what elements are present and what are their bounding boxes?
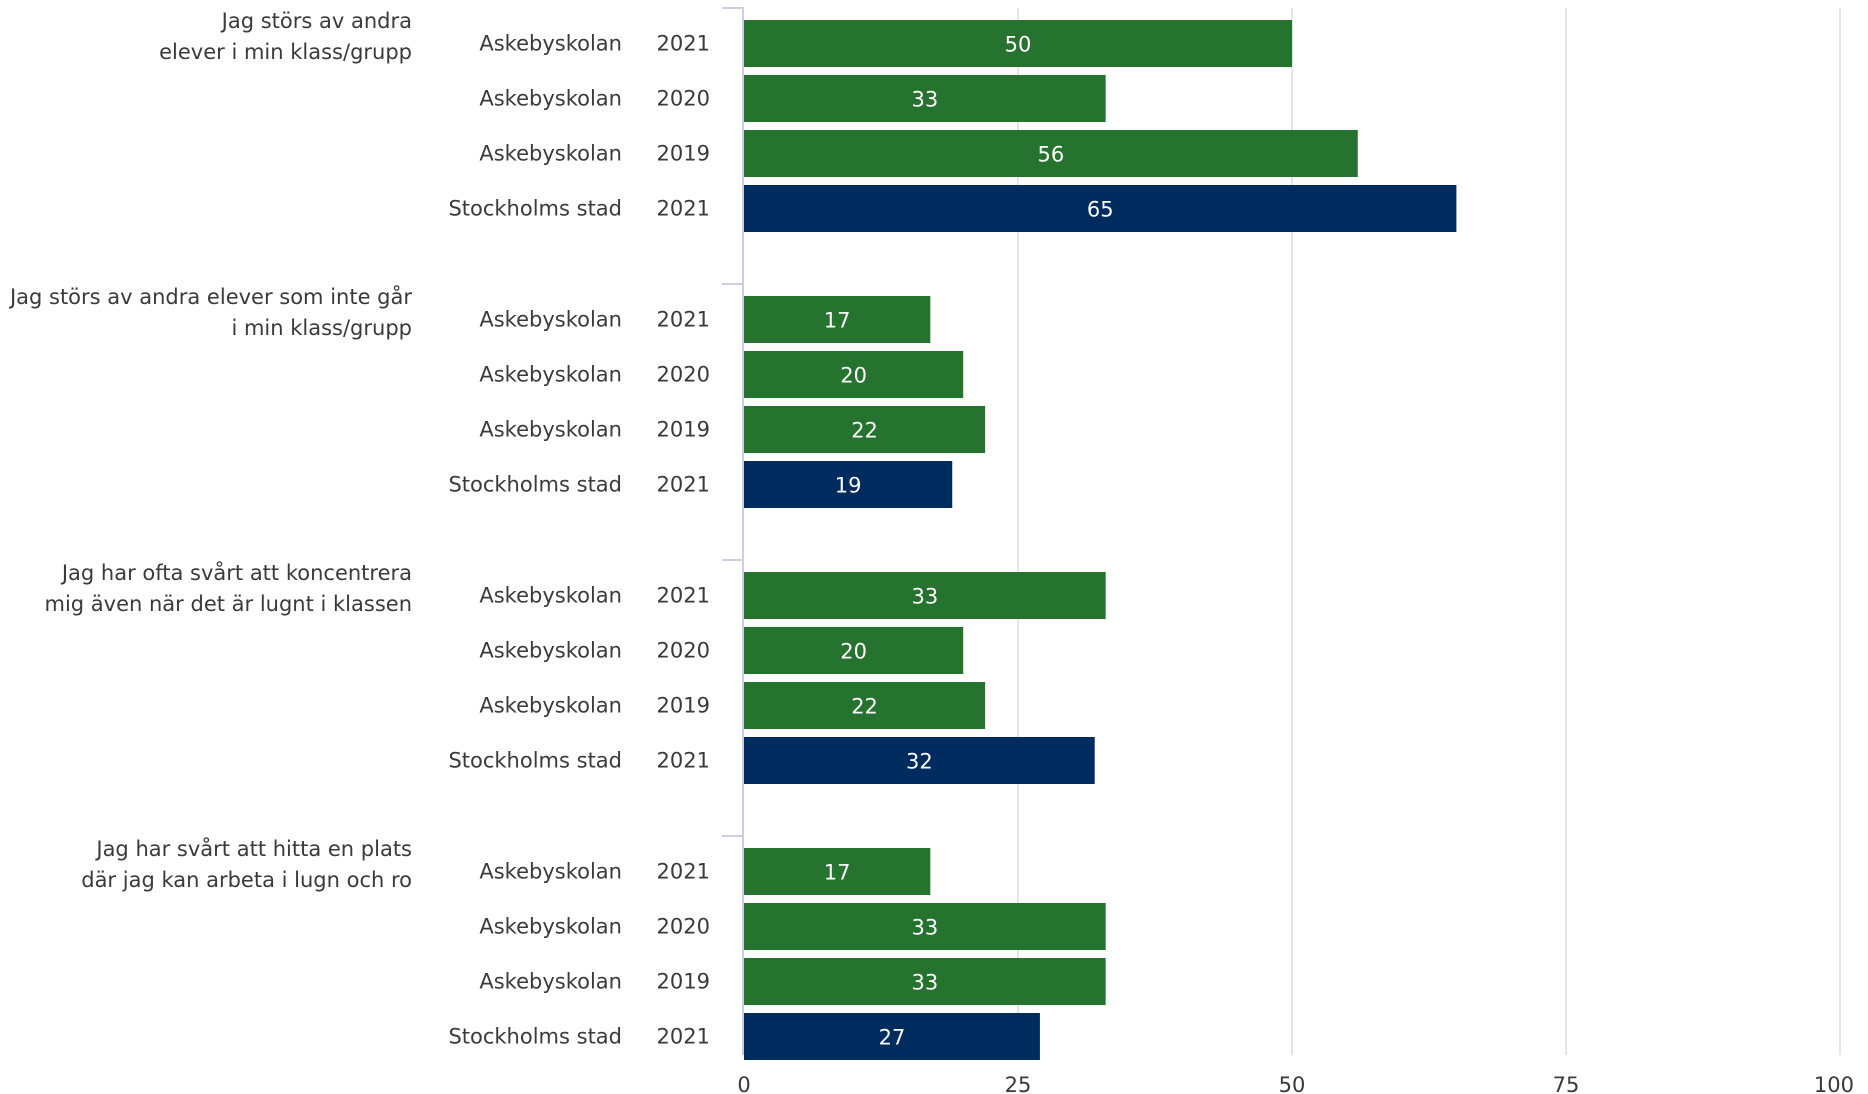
category-name-label: Askebyskolan [479, 694, 622, 718]
bar-value-label: 50 [1005, 33, 1032, 57]
category-name-label: Askebyskolan [479, 418, 622, 442]
category-year-label: 2021 [657, 749, 710, 773]
bar-value-label: 20 [840, 640, 867, 664]
bar-value-label: 65 [1087, 198, 1114, 222]
category-year-label: 2020 [657, 639, 710, 663]
bar [744, 627, 964, 674]
bar [744, 903, 1106, 950]
category-name-label: Askebyskolan [479, 142, 622, 166]
category-year-label: 2021 [657, 473, 710, 497]
category-year-label: 2020 [657, 363, 710, 387]
category-year-label: 2019 [657, 694, 710, 718]
category-year-label: 2019 [657, 418, 710, 442]
category-name-label: Askebyskolan [479, 363, 622, 387]
category-year-label: 2019 [657, 970, 710, 994]
bar-value-label: 33 [911, 585, 938, 609]
category-year-label: 2021 [657, 197, 710, 221]
category-year-label: 2021 [657, 584, 710, 608]
category-name-label: Askebyskolan [479, 32, 622, 56]
bar-value-label: 17 [824, 309, 851, 333]
category-name-label: Askebyskolan [479, 860, 622, 884]
bars: 50 33 56 65 17 20 22 19 33 20 22 32 17 33 33 27 [744, 20, 1457, 1060]
group-label: där jag kan arbeta i lugn och ro [81, 868, 412, 892]
category-year-label: 2021 [657, 308, 710, 332]
x-tick-label: 0 [737, 1073, 750, 1094]
bar-value-label: 33 [911, 916, 938, 940]
category-name-label: Askebyskolan [479, 970, 622, 994]
bar-value-label: 33 [911, 88, 938, 112]
bar [744, 296, 931, 343]
bar-value-label: 27 [879, 1026, 906, 1050]
category-name-label: Askebyskolan [479, 915, 622, 939]
group-label: Jag har svårt att hitta en plats [94, 836, 412, 861]
group-label: i min klass/grupp [231, 316, 412, 340]
bar [744, 130, 1358, 177]
category-name-label: Stockholms stad [448, 749, 622, 773]
x-axis: 0 25 50 75 100 [722, 7, 1854, 1094]
bar-value-label: 19 [835, 474, 862, 498]
bar-value-label: 22 [851, 695, 878, 719]
bar-value-label: 17 [824, 861, 851, 885]
category-name-label: Stockholms stad [448, 197, 622, 221]
bar-value-label: 22 [851, 419, 878, 443]
group-label: mig även när det är lugnt i klassen [45, 592, 413, 616]
bar-value-label: 32 [906, 750, 933, 774]
bar [744, 572, 1106, 619]
category-name-label: Askebyskolan [479, 639, 622, 663]
bar [744, 75, 1106, 122]
bar [744, 20, 1292, 67]
bar [744, 682, 986, 729]
group-label: Jag störs av andra elever som inte går [8, 284, 412, 309]
category-name-label: Askebyskolan [479, 308, 622, 332]
group-label: Jag störs av andra [220, 9, 412, 33]
category-year-label: 2020 [657, 915, 710, 939]
bar [744, 461, 953, 508]
bar [744, 848, 931, 895]
bar [744, 958, 1106, 1005]
category-labels: Jag störs av andra elever i min klass/gru… [8, 9, 710, 1049]
category-name-label: Askebyskolan [479, 584, 622, 608]
category-year-label: 2021 [657, 1025, 710, 1049]
category-year-label: 2021 [657, 32, 710, 56]
bar-value-label: 33 [911, 971, 938, 995]
category-year-label: 2019 [657, 142, 710, 166]
bar-value-label: 20 [840, 364, 867, 388]
x-tick-label: 75 [1553, 1073, 1580, 1094]
bar [744, 185, 1457, 232]
category-name-label: Stockholms stad [448, 473, 622, 497]
bar [744, 737, 1095, 784]
x-tick-label: 50 [1279, 1073, 1306, 1094]
bar [744, 1013, 1040, 1060]
category-year-label: 2020 [657, 87, 710, 111]
gridlines [1017, 8, 1841, 1055]
bar [744, 351, 964, 398]
x-tick-label: 25 [1005, 1073, 1032, 1094]
bar [744, 406, 986, 453]
group-label: elever i min klass/grupp [159, 40, 412, 64]
category-name-label: Askebyskolan [479, 87, 622, 111]
category-name-label: Stockholms stad [448, 1025, 622, 1049]
category-year-label: 2021 [657, 860, 710, 884]
x-tick-label: 100 [1814, 1073, 1854, 1094]
group-label: Jag har ofta svårt att koncentrera [60, 560, 412, 585]
bar-value-label: 56 [1038, 143, 1065, 167]
